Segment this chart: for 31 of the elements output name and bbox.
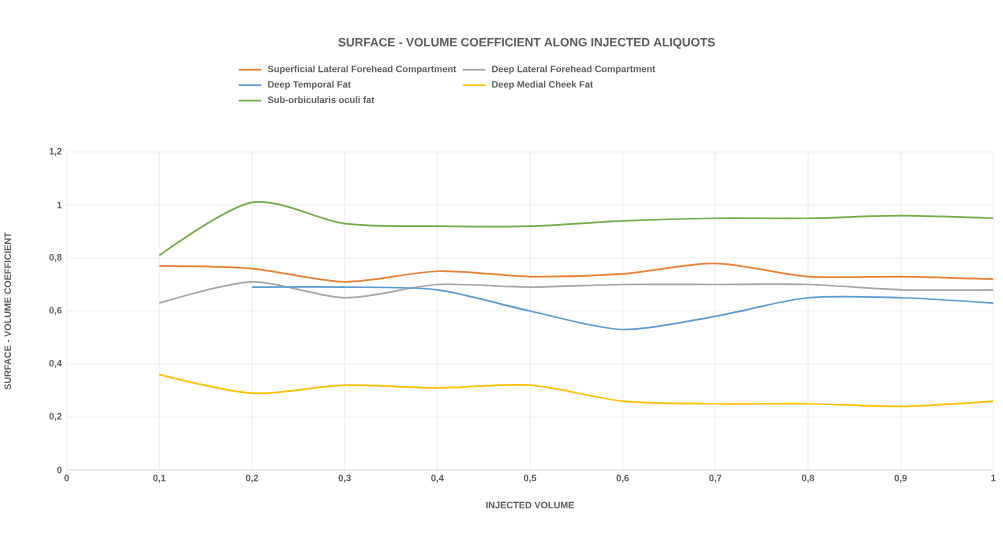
x-tick-label: 0,8 — [801, 474, 815, 483]
x-tick-label: 0,9 — [894, 474, 907, 483]
y-tick-label: 0,2 — [49, 413, 62, 421]
y-tick-label: 0,8 — [49, 254, 62, 262]
x-tick-label: 0,2 — [245, 474, 259, 483]
legend-label: Deep Temporal Fat — [268, 80, 351, 90]
line-series — [158, 280, 994, 304]
y-tick-label: 0,4 — [49, 360, 62, 368]
line-series — [158, 262, 994, 283]
legend-label: Sub-orbicularis oculi fat — [267, 96, 375, 104]
y-tick-label: 0,6 — [49, 307, 62, 315]
y-tick-label: 1 — [57, 201, 62, 209]
y-axis-title: SURFACE - VOLUME COEFFICIENT — [4, 232, 11, 390]
x-tick-label: 0,6 — [616, 474, 629, 483]
y-tick-label: 1,2 — [49, 148, 62, 156]
x-tick-label: 0,1 — [153, 474, 166, 483]
chart-title: SURFACE - VOLUME COEFFICIENT ALONG INJECTED ALIQUOTS — [338, 37, 715, 49]
x-tick-label: 0,3 — [338, 474, 351, 483]
x-tick-label: 0 — [64, 474, 69, 482]
legend-label: Superficial Lateral Forehead Compartment — [267, 65, 457, 75]
x-tick-label: 0,7 — [709, 474, 722, 483]
line-series — [158, 373, 994, 408]
x-tick-label: 1 — [991, 474, 996, 482]
legend-label: Deep Lateral Forehead Compartment — [492, 65, 656, 75]
line-series — [251, 286, 994, 331]
legend-label: Deep Medial Cheek Fat — [492, 80, 594, 90]
x-axis-title: INJECTED VOLUME — [486, 501, 574, 509]
line-series — [158, 201, 994, 257]
y-tick-label: 0 — [57, 466, 62, 474]
x-tick-label: 0,4 — [431, 474, 444, 483]
x-tick-label: 0,5 — [523, 474, 537, 483]
